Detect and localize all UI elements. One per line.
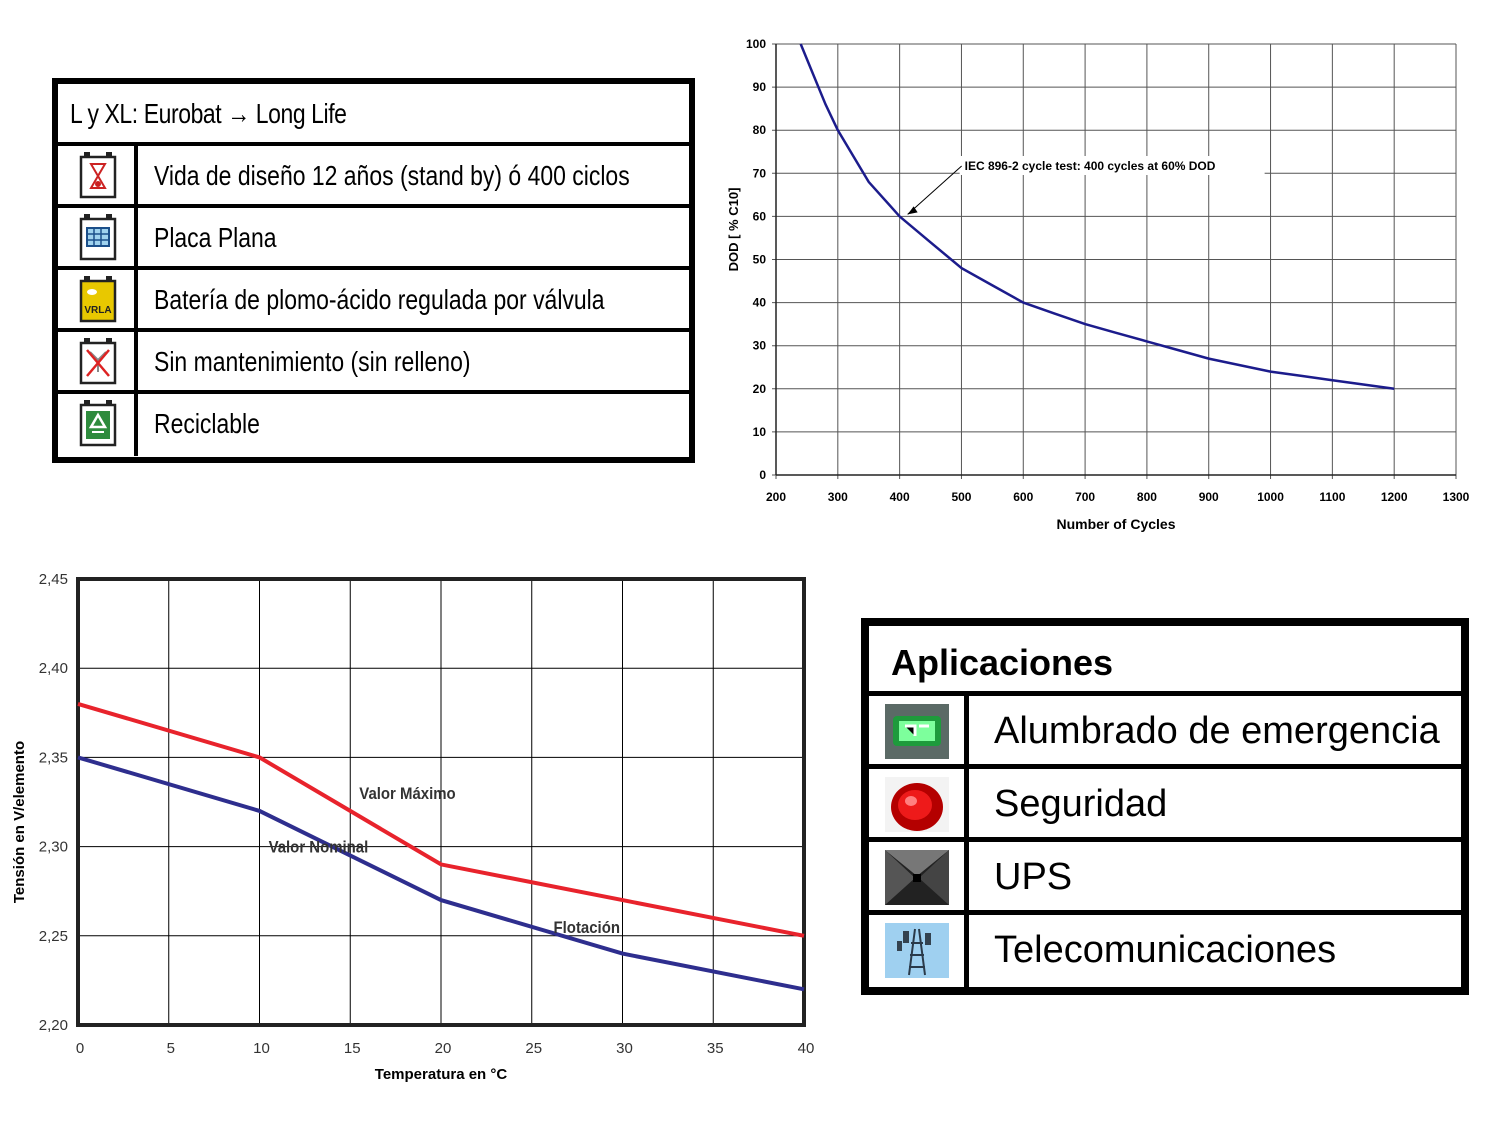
feature-row: Placa Plana	[58, 208, 689, 270]
applications-table: Aplicaciones Alumbrado de emergencia	[861, 618, 1469, 995]
application-row: Alumbrado de emergencia	[869, 696, 1461, 769]
no-refill-icon	[79, 338, 117, 385]
y-tick-label: 10	[753, 425, 767, 439]
annotation-background	[959, 156, 1265, 175]
y-axis-title: DOD [ % C10]	[726, 188, 741, 272]
vrla-icon: VRLA	[79, 276, 117, 323]
y-tick-label: 2,30	[39, 839, 68, 856]
x-tick-label: 300	[828, 490, 848, 504]
feature-row: Vida de diseño 12 años (stand by) ó 400 …	[58, 146, 689, 208]
feature-row: Reciclable	[58, 394, 689, 456]
y-tick-label: 2,25	[39, 928, 68, 945]
feature-label: Sin mantenimiento (sin relleno)	[154, 346, 471, 377]
y-axis-title: Tensión en V/elemento	[11, 741, 28, 903]
y-tick-label: 50	[753, 253, 767, 267]
hourglass-icon	[79, 152, 117, 199]
x-tick-label: 5	[167, 1040, 175, 1057]
feature-label: Placa Plana	[154, 222, 277, 253]
x-tick-label: 600	[1013, 490, 1033, 504]
application-label: Telecomunicaciones	[994, 929, 1337, 971]
application-label: Seguridad	[994, 783, 1168, 825]
x-tick-label: 10	[253, 1040, 270, 1057]
features-title: L y XL: Eurobat → Long Life	[70, 98, 347, 129]
x-tick-label: 1100	[1319, 490, 1345, 504]
recycle-icon	[79, 400, 117, 447]
y-tick-label: 30	[753, 339, 767, 353]
x-tick-label: 0	[76, 1040, 84, 1057]
y-tick-label: 90	[753, 80, 767, 94]
nominal-voltage-line	[77, 755, 805, 992]
feature-row: Sin mantenimiento (sin relleno)	[58, 332, 689, 394]
y-tick-label: 70	[753, 166, 767, 180]
annotation-arrowhead	[907, 206, 918, 215]
features-header: L y XL: Eurobat → Long Life	[58, 84, 689, 146]
series-label: Flotación	[554, 919, 620, 937]
y-tick-label: 100	[746, 37, 766, 51]
y-tick-label: 20	[753, 382, 767, 396]
cycle-life-chart: 200 300 400 500 600 700 800 900 1000 1100 1200 1300…	[726, 37, 1470, 532]
annotation-label: IEC 896-2 cycle test: 400 cycles at 60% …	[965, 159, 1216, 173]
plot-frame	[76, 577, 806, 1027]
x-tick-label: 800	[1137, 490, 1157, 504]
x-tick-label: 1000	[1257, 490, 1284, 504]
series-label: Valor Máximo	[359, 785, 456, 803]
y-tick-label: 2,20	[39, 1017, 68, 1034]
applications-title: Aplicaciones	[891, 642, 1114, 683]
applications-header: Aplicaciones	[869, 626, 1461, 696]
dod-cycles-line	[799, 43, 1395, 391]
vrla-icon-text: VRLA	[84, 305, 111, 316]
float-voltage-chart: 0 5 10 15 20 25 30 35 40 2,20 2,25 2,30 2,35 2,40 2,45…	[11, 571, 815, 1083]
y-tick-label: 0	[759, 468, 766, 482]
application-row: Seguridad	[869, 769, 1461, 842]
x-tick-label: 1200	[1381, 490, 1408, 504]
ups-photo	[885, 850, 949, 905]
features-table: L y XL: Eurobat → Long Life Vida de dise…	[52, 78, 695, 463]
x-tick-label: 25	[525, 1040, 542, 1057]
x-axis-title: Temperatura en °C	[375, 1066, 508, 1083]
x-tick-label: 20	[435, 1040, 452, 1057]
y-tick-label: 60	[753, 209, 767, 223]
emergency-light-photo	[885, 704, 949, 759]
application-row: UPS	[869, 842, 1461, 915]
x-tick-label: 500	[951, 490, 971, 504]
y-tick-label: 2,40	[39, 660, 68, 677]
x-tick-label: 700	[1075, 490, 1095, 504]
feature-row: VRLA Batería de plomo-ácido regulada por…	[58, 270, 689, 332]
application-label: UPS	[994, 856, 1073, 898]
x-tick-label: 15	[344, 1040, 361, 1057]
x-tick-label: 400	[890, 490, 910, 504]
x-tick-label: 35	[707, 1040, 724, 1057]
y-tick-label: 40	[753, 296, 767, 310]
feature-label: Vida de diseño 12 años (stand by) ó 400 …	[154, 160, 630, 191]
telecom-tower-photo	[885, 923, 949, 978]
application-row: Telecomunicaciones	[869, 915, 1461, 988]
x-tick-label: 200	[766, 490, 786, 504]
series-label: Valor Nominal	[269, 839, 369, 857]
x-tick-label: 40	[798, 1040, 815, 1057]
x-tick-label: 1300	[1443, 490, 1470, 504]
max-voltage-line	[77, 701, 805, 938]
feature-label: Batería de plomo-ácido regulada por válv…	[154, 284, 605, 315]
security-beacon-photo	[885, 777, 949, 832]
y-tick-label: 2,45	[39, 571, 68, 588]
annotation-arrow	[907, 165, 962, 215]
y-tick-label: 80	[753, 123, 767, 137]
x-axis-title: Number of Cycles	[1056, 516, 1175, 532]
x-tick-label: 900	[1199, 490, 1219, 504]
y-tick-label: 2,35	[39, 749, 68, 766]
x-tick-label: 30	[616, 1040, 633, 1057]
feature-label: Reciclable	[154, 408, 260, 439]
flat-plate-icon	[79, 214, 117, 261]
application-label: Alumbrado de emergencia	[994, 710, 1440, 752]
